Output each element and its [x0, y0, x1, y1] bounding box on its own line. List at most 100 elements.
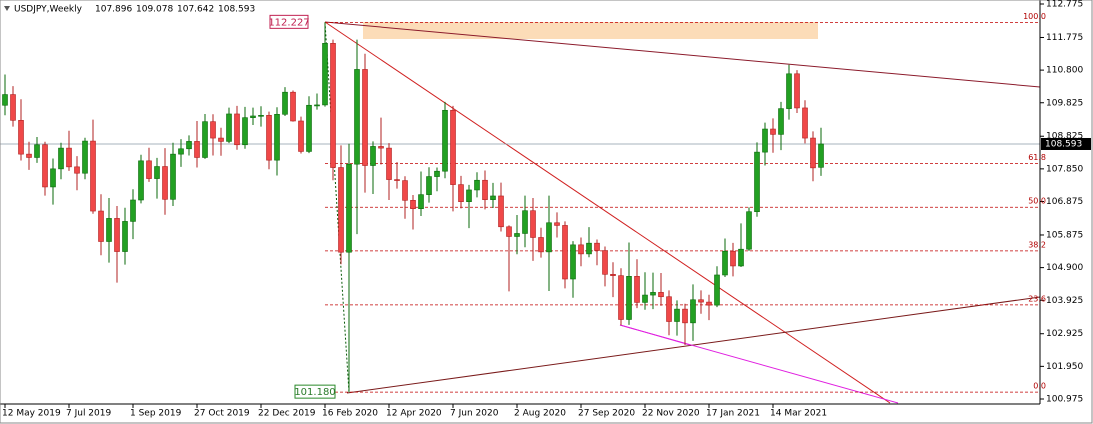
candle-body — [202, 121, 208, 158]
candle-body — [506, 226, 512, 237]
y-tick-label: 100.975 — [1046, 395, 1083, 405]
candle-body — [226, 113, 232, 142]
ohlc-close: 108.593 — [218, 5, 255, 15]
candle-body — [322, 43, 328, 106]
candle-body — [194, 141, 200, 158]
candle-body — [722, 250, 728, 276]
candle-body — [330, 43, 336, 168]
candle-body — [730, 250, 736, 267]
y-tick-label: 105.875 — [1046, 230, 1083, 240]
candle-body — [250, 115, 256, 118]
fib-label: 38.2 — [1028, 240, 1046, 249]
candle-body — [458, 184, 464, 202]
candle-body — [298, 120, 304, 152]
fib-label: 50.0 — [1028, 197, 1046, 206]
candle-body — [290, 91, 296, 122]
candle-body — [2, 94, 8, 106]
symbol: USDJPY,Weekly — [14, 5, 83, 15]
x-tick-label: 7 Jun 2020 — [450, 409, 499, 419]
x-tick-label: 1 Sep 2019 — [130, 409, 182, 419]
candle-body — [346, 163, 352, 253]
highlight-zone — [363, 22, 818, 39]
candle-body — [186, 141, 192, 150]
candle-body — [610, 274, 616, 276]
candle-body — [538, 237, 544, 253]
candle-body — [738, 248, 744, 267]
trend-line — [324, 21, 1041, 88]
ohlc-low: 107.642 — [177, 5, 214, 15]
y-tick-label: 107.850 — [1046, 164, 1083, 174]
candle-body — [146, 160, 152, 179]
candle-body — [634, 276, 640, 303]
fib-label: 61.8 — [1028, 153, 1046, 162]
candle-body — [682, 308, 688, 324]
candle-body — [754, 151, 760, 213]
candle-body — [778, 108, 784, 135]
candle-body — [466, 189, 472, 202]
candle-body — [306, 104, 312, 152]
candle-body — [26, 153, 32, 158]
ohlc-open: 107.896 — [95, 5, 132, 15]
candle-body — [386, 147, 392, 180]
candle-body — [434, 170, 440, 177]
x-tick-label: 7 Jul 2019 — [66, 409, 111, 419]
candle-body — [370, 146, 376, 166]
candle-body — [594, 242, 600, 251]
x-tick-label: 17 Jan 2021 — [706, 409, 760, 419]
candle-body — [522, 210, 528, 234]
x-tick-label: 12 Apr 2020 — [386, 409, 442, 419]
x-tick-label: 2 Aug 2020 — [514, 409, 566, 419]
candle-body — [642, 294, 648, 303]
candle-body — [618, 275, 624, 320]
anchor-box — [294, 384, 336, 399]
candle-body — [578, 244, 584, 255]
candle-body — [418, 194, 424, 209]
candle-body — [818, 143, 824, 168]
candle-body — [714, 274, 720, 306]
candle-body — [266, 115, 272, 161]
candle-body — [698, 299, 704, 303]
candle-body — [658, 292, 664, 298]
candle-body — [706, 301, 712, 306]
fib-label: 23.6 — [1028, 294, 1046, 303]
candle-body — [242, 117, 248, 146]
y-tick-label: 103.925 — [1046, 296, 1083, 306]
candle-body — [218, 137, 224, 142]
candle-body — [450, 109, 456, 185]
candle-body — [274, 113, 280, 161]
candle-body — [770, 128, 776, 135]
candle-body — [34, 144, 40, 158]
y-tick-label: 104.900 — [1046, 263, 1083, 273]
candle-body — [210, 121, 216, 139]
x-tick-label: 27 Sep 2020 — [578, 409, 635, 419]
candle-body — [170, 153, 176, 200]
candle-body — [98, 210, 104, 242]
price-label: 108.593 — [1045, 139, 1082, 149]
candle-body — [154, 166, 160, 179]
candle-body — [498, 195, 504, 228]
candle-body — [178, 148, 184, 155]
candle-body — [626, 276, 632, 320]
y-tick-label: 106.875 — [1046, 197, 1083, 207]
candle-body — [354, 69, 360, 165]
candle-body — [810, 137, 816, 169]
candle-body — [10, 94, 16, 121]
y-tick-label: 110.800 — [1046, 66, 1083, 76]
candle-body — [602, 250, 608, 275]
candle-body — [138, 160, 144, 201]
candle-body — [530, 210, 536, 238]
y-tick-label: 102.925 — [1046, 329, 1083, 339]
fib-label: 100.0 — [1023, 12, 1046, 21]
candle-body — [410, 200, 416, 209]
candle-body — [762, 128, 768, 153]
candle-body — [546, 222, 552, 253]
candle-body — [746, 211, 752, 250]
x-tick-label: 22 Dec 2019 — [258, 409, 316, 419]
y-tick-label: 111.775 — [1046, 33, 1083, 43]
x-tick-label: 22 Nov 2020 — [642, 409, 700, 419]
trend-line — [346, 296, 1041, 394]
candle-body — [90, 140, 96, 212]
candle-body — [162, 166, 168, 200]
candle-body — [50, 168, 56, 188]
